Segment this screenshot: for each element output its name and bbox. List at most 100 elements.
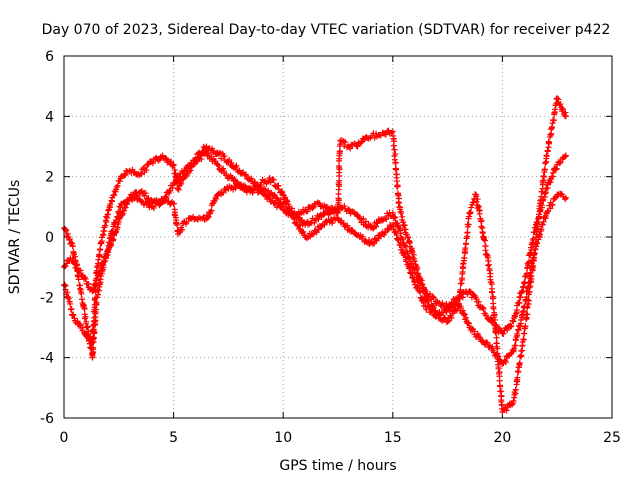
data-point — [477, 218, 484, 225]
data-point — [161, 197, 168, 204]
data-point — [315, 216, 322, 223]
data-point — [538, 188, 545, 195]
axis-ticks: 0 5 10 15 20 25 -6 -4 -2 0 2 4 6 — [40, 49, 621, 446]
x-tick-label: 25 — [603, 430, 621, 446]
data-point — [233, 162, 240, 169]
data-point — [478, 223, 485, 230]
data-point — [335, 207, 342, 214]
data-point — [544, 208, 551, 215]
data-point — [528, 273, 535, 280]
data-point — [198, 155, 205, 162]
data-point — [61, 281, 68, 288]
data-point — [392, 150, 399, 157]
data-point — [329, 220, 336, 227]
data-point — [478, 217, 485, 224]
data-point — [385, 127, 392, 134]
data-point — [94, 291, 101, 298]
data-point — [93, 294, 100, 301]
data-point — [510, 318, 517, 325]
data-point — [533, 234, 540, 241]
data-point — [97, 246, 104, 253]
data-point — [480, 305, 487, 312]
data-point — [143, 167, 150, 174]
data-point — [485, 262, 492, 269]
data-point — [486, 267, 493, 274]
data-point — [525, 297, 532, 304]
data-point — [214, 161, 221, 168]
data-point — [372, 236, 379, 243]
data-point — [512, 386, 519, 393]
data-point — [111, 220, 118, 227]
data-point — [503, 407, 510, 414]
data-point — [114, 182, 121, 189]
data-point — [490, 349, 497, 356]
data-point — [518, 348, 525, 355]
data-point — [393, 178, 400, 185]
data-point — [174, 178, 181, 185]
trace-3-series — [61, 95, 569, 415]
data-point — [484, 339, 491, 346]
data-point — [548, 124, 555, 131]
data-point — [382, 131, 389, 138]
data-point — [516, 359, 523, 366]
data-point — [358, 139, 365, 146]
data-point — [377, 132, 384, 139]
data-point — [174, 185, 181, 192]
data-point — [395, 191, 402, 198]
data-point — [89, 288, 96, 295]
data-point — [512, 342, 519, 349]
data-point — [414, 284, 421, 291]
data-point — [465, 221, 472, 228]
data-point — [514, 374, 521, 381]
data-point — [345, 206, 352, 213]
data-point — [342, 139, 349, 146]
x-tick-label: 10 — [274, 430, 292, 446]
data-point — [304, 208, 311, 215]
data-point — [153, 154, 160, 161]
data-point — [103, 218, 110, 225]
data-point — [84, 324, 91, 331]
data-point — [419, 281, 426, 288]
data-point — [98, 272, 105, 279]
data-point — [525, 258, 532, 265]
data-point — [549, 201, 556, 208]
data-point — [300, 228, 307, 235]
data-point — [395, 200, 402, 207]
data-point — [507, 323, 514, 330]
data-point — [550, 169, 557, 176]
data-point — [475, 298, 482, 305]
data-point — [542, 190, 549, 197]
data-point — [436, 312, 443, 319]
data-point — [270, 176, 277, 183]
data-point — [493, 334, 500, 341]
data-point — [102, 255, 109, 262]
data-point — [347, 145, 354, 152]
data-point — [461, 310, 468, 317]
data-point — [85, 328, 92, 335]
data-point — [303, 235, 310, 242]
data-point — [408, 269, 415, 276]
data-point — [220, 189, 227, 196]
data-point — [121, 172, 128, 179]
data-point — [443, 309, 450, 316]
data-point — [445, 317, 452, 324]
data-point — [170, 162, 177, 169]
data-point — [510, 397, 517, 404]
data-point — [220, 165, 227, 172]
data-point — [423, 306, 430, 313]
data-point — [390, 223, 397, 230]
data-point — [491, 314, 498, 321]
data-point — [105, 239, 112, 246]
data-point — [562, 113, 569, 120]
data-point — [359, 233, 366, 240]
data-point — [175, 186, 182, 193]
data-point — [537, 197, 544, 204]
data-point — [62, 263, 69, 270]
data-point — [452, 306, 459, 313]
data-point — [430, 294, 437, 301]
data-point — [149, 160, 156, 167]
data-point — [114, 224, 121, 231]
data-point — [543, 153, 550, 160]
data-point — [360, 215, 367, 222]
data-point — [508, 323, 515, 330]
